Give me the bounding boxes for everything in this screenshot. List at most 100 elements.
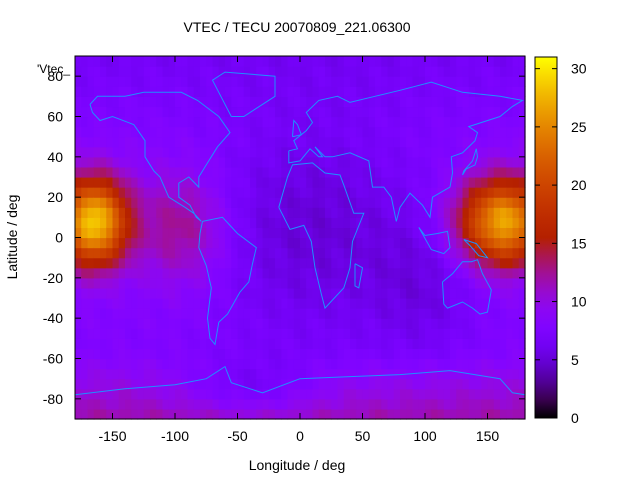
heatmap-cell <box>206 187 214 198</box>
heatmap-cell <box>125 247 132 259</box>
heatmap-cell <box>518 166 526 178</box>
heatmap-cell <box>75 146 82 158</box>
heatmap-cell <box>362 136 370 148</box>
heatmap-cell <box>275 267 282 279</box>
heatmap-cell <box>300 126 307 138</box>
heatmap-cell <box>468 388 476 400</box>
heatmap-cell <box>187 318 195 329</box>
heatmap-cell <box>231 106 239 118</box>
heatmap-cell <box>256 207 264 218</box>
heatmap-cell <box>487 66 495 77</box>
heatmap-cell <box>237 197 245 208</box>
heatmap-cell <box>325 146 332 158</box>
heatmap-cell <box>200 136 207 148</box>
heatmap-cell <box>143 136 151 148</box>
heatmap-cell <box>150 227 157 239</box>
heatmap-cell <box>337 318 345 329</box>
heatmap-cell <box>250 156 257 168</box>
heatmap-cell <box>225 86 232 97</box>
heatmap-cell <box>375 66 382 77</box>
heatmap-cell <box>337 136 345 148</box>
heatmap-cell <box>281 156 289 168</box>
heatmap-cell <box>325 106 332 118</box>
heatmap-cell <box>237 146 245 158</box>
heatmap-cell <box>225 197 232 208</box>
heatmap-cell <box>481 308 489 319</box>
heatmap-cell <box>493 287 501 299</box>
heatmap-cell <box>100 318 107 329</box>
heatmap-cell <box>168 358 176 370</box>
heatmap-cell <box>168 287 176 299</box>
heatmap-cell <box>87 267 95 279</box>
heatmap-cell <box>212 56 220 67</box>
heatmap-cell <box>87 187 95 198</box>
heatmap-cell <box>337 207 345 218</box>
heatmap-cell <box>468 76 476 87</box>
heatmap-cell <box>125 398 132 410</box>
heatmap-cell <box>387 287 395 299</box>
heatmap-cell <box>406 287 414 299</box>
heatmap-cell <box>306 257 314 269</box>
heatmap-cell <box>206 237 214 249</box>
heatmap-cell <box>331 76 339 87</box>
heatmap-cell <box>81 308 89 319</box>
heatmap-cell <box>75 86 82 97</box>
heatmap-cell <box>512 298 520 309</box>
heatmap-cell <box>262 237 270 249</box>
x-tick-label: -100 <box>161 428 189 444</box>
heatmap-cell <box>218 156 226 168</box>
heatmap-cell <box>118 328 126 339</box>
heatmap-cell <box>156 156 164 168</box>
heatmap-cell <box>500 227 507 239</box>
heatmap-cell <box>87 126 95 138</box>
heatmap-cell <box>381 227 389 239</box>
heatmap-cell <box>200 126 207 138</box>
heatmap-cell <box>93 287 101 299</box>
heatmap-cell <box>462 358 470 370</box>
heatmap-cell <box>487 187 495 198</box>
heatmap-cell <box>318 126 326 138</box>
heatmap-cell <box>350 318 357 329</box>
heatmap-cell <box>331 106 339 118</box>
heatmap-cell <box>175 217 182 229</box>
heatmap-cell <box>150 187 157 198</box>
heatmap-cell <box>312 328 320 339</box>
heatmap-cell <box>256 56 264 67</box>
heatmap-cell <box>462 56 470 67</box>
heatmap-cell <box>243 156 251 168</box>
heatmap-cell <box>125 207 132 218</box>
heatmap-cell <box>287 338 295 350</box>
heatmap-cell <box>300 398 307 410</box>
heatmap-cell <box>343 187 351 198</box>
heatmap-cell <box>518 287 526 299</box>
heatmap-cell <box>225 136 232 148</box>
heatmap-cell <box>493 86 501 97</box>
heatmap-cell <box>225 388 232 400</box>
heatmap-cell <box>100 116 107 128</box>
heatmap-cell <box>193 287 201 299</box>
heatmap-cell <box>243 287 251 299</box>
heatmap-cell <box>362 96 370 108</box>
heatmap-cell <box>162 408 170 420</box>
heatmap-cell <box>137 358 145 370</box>
heatmap-cell <box>231 207 239 218</box>
heatmap-cell <box>518 338 526 350</box>
heatmap-cell <box>181 76 189 87</box>
heatmap-cell <box>518 247 526 259</box>
heatmap-cell <box>206 96 214 108</box>
heatmap-cell <box>337 358 345 370</box>
heatmap-cell <box>112 96 120 108</box>
heatmap-cell <box>162 126 170 138</box>
heatmap-cell <box>300 338 307 350</box>
heatmap-cell <box>518 86 526 97</box>
heatmap-cell <box>212 136 220 148</box>
heatmap-cell <box>200 328 207 339</box>
heatmap-cell <box>487 56 495 67</box>
heatmap-cell <box>118 287 126 299</box>
heatmap-cell <box>250 338 257 350</box>
heatmap-cell <box>125 267 132 279</box>
heatmap-cell <box>87 146 95 158</box>
heatmap-cell <box>250 237 257 249</box>
heatmap-cell <box>400 106 407 118</box>
heatmap-cell <box>256 237 264 249</box>
